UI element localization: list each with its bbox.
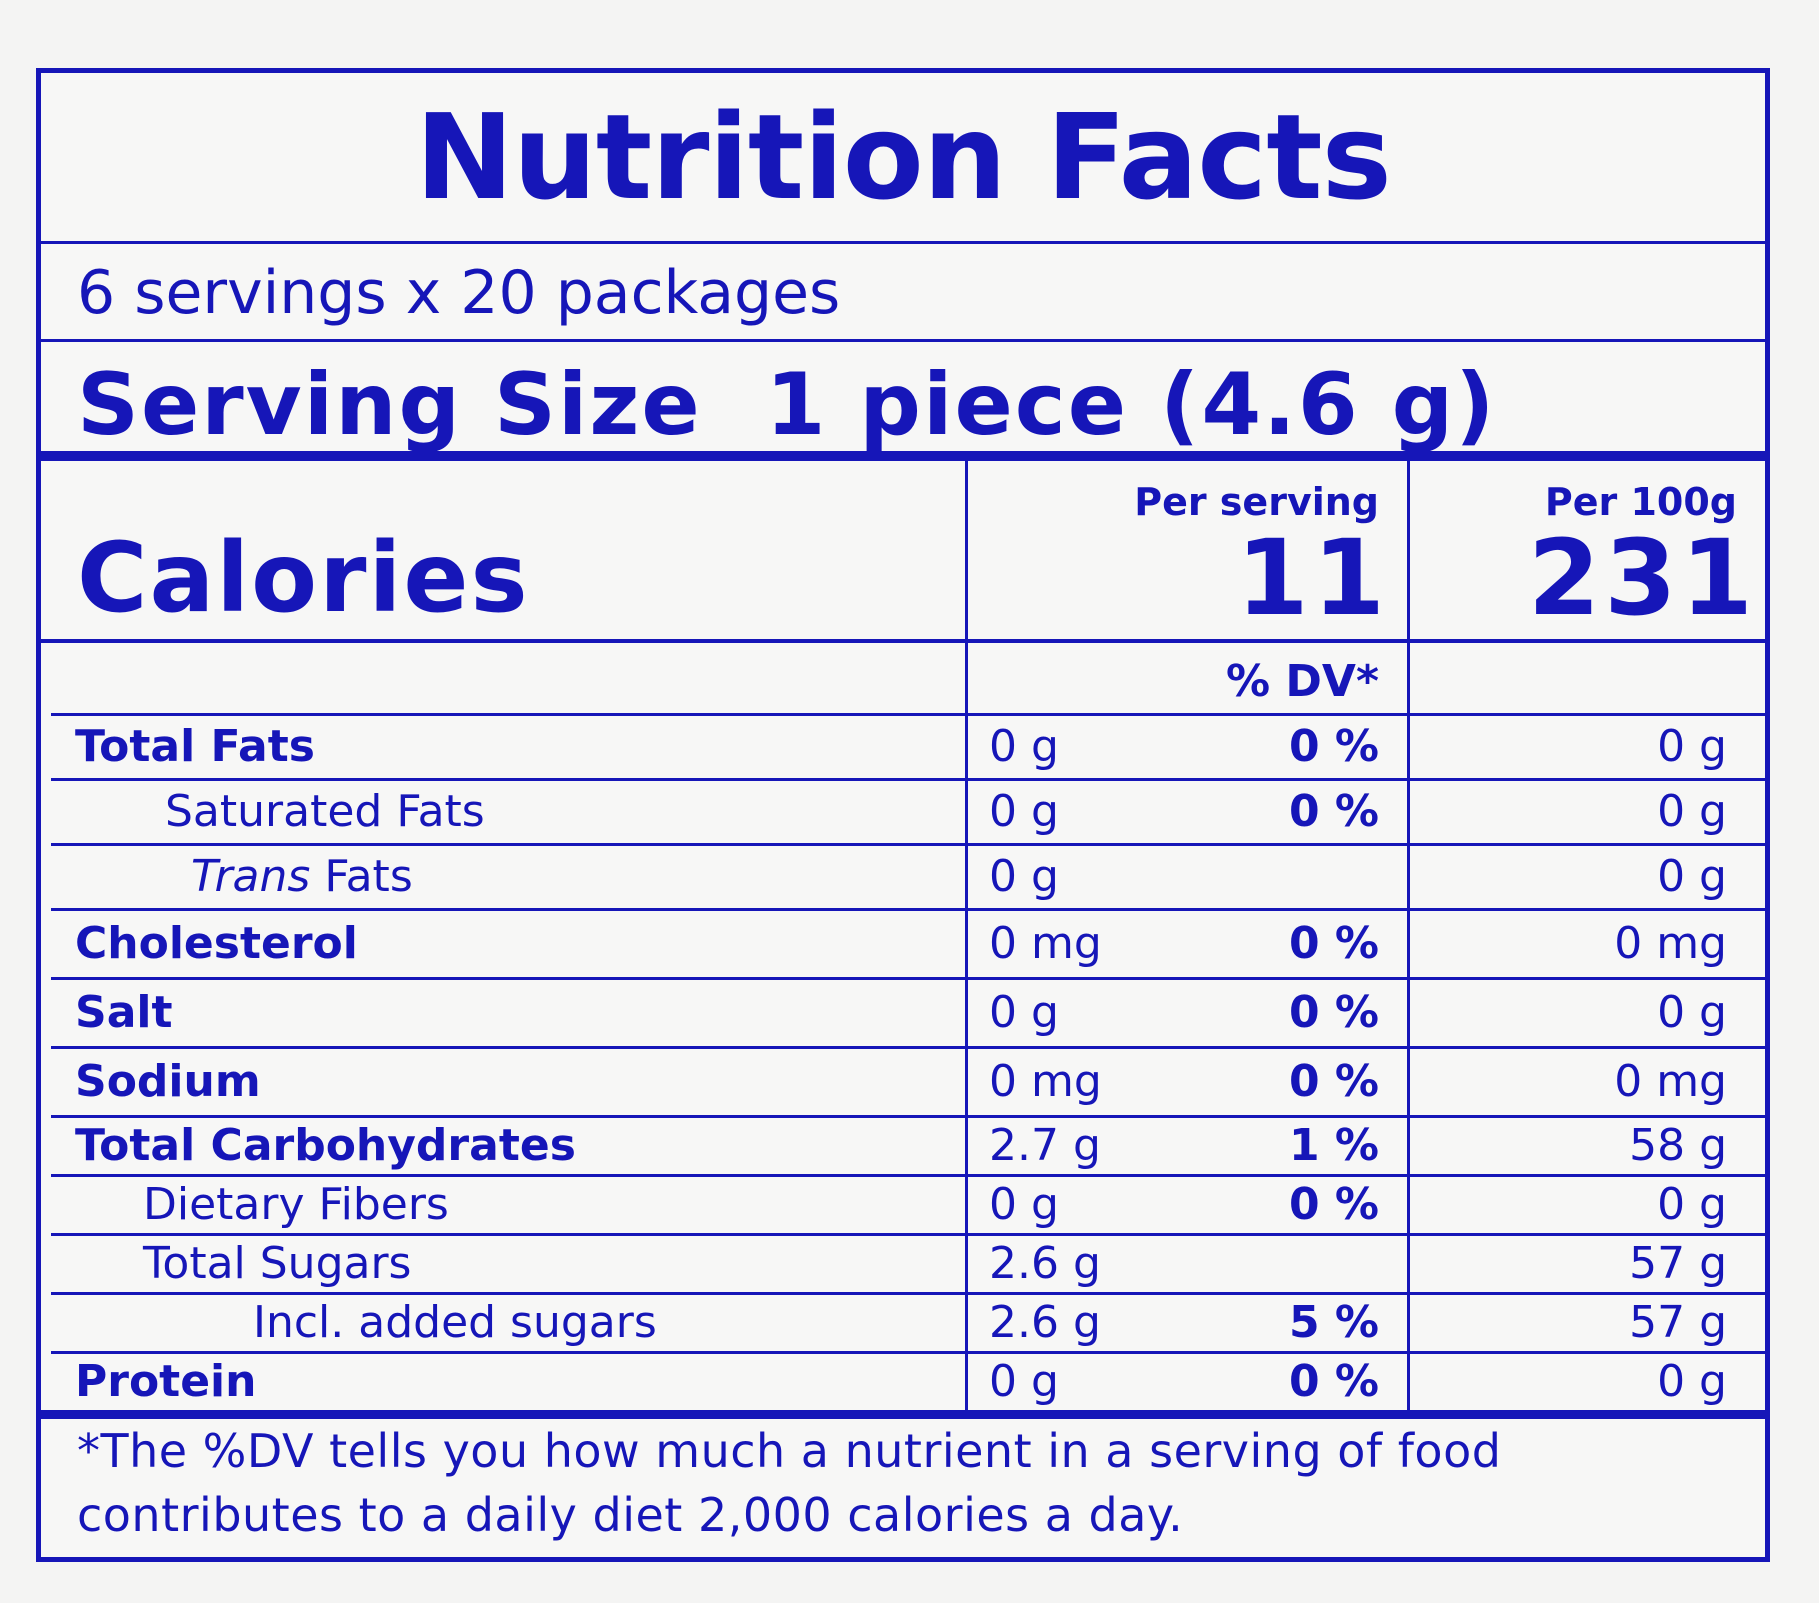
row-divider [51,1046,1765,1049]
nutrition-facts-label: Nutrition Facts 6 servings x 20 packages… [36,68,1770,1562]
nutrient-name: Cholesterol [75,918,358,969]
column-divider-2 [1407,461,1410,1411]
nutrient-amount: 0 mg [989,918,1102,969]
nutrient-dv: 0 % [1288,721,1379,772]
column-divider-1 [965,461,968,1411]
divider-dv-header [51,713,1765,716]
nutrient-amount: 0 g [989,987,1059,1038]
nutrient-row-total-fats: Total Fats 0 g 0 % 0 g [41,716,1765,778]
nutrient-dv: 0 % [1288,987,1379,1038]
nutrient-amount: 0 g [989,786,1059,837]
nutrient-name: Total Carbohydrates [75,1120,576,1171]
serving-size-value: 1 piece (4.6 g) [765,355,1497,455]
nutrient-row-total-carbohydrates: Total Carbohydrates 2.7 g 1 % 58 g [41,1118,1765,1174]
nutrient-row-sodium: Sodium 0 mg 0 % 0 mg [41,1049,1765,1115]
nutrient-name: Dietary Fibers [143,1179,449,1230]
nutrient-amount: 0 g [989,721,1059,772]
nutrient-amount: 2.6 g [989,1297,1101,1348]
nutrient-per100g: 0 g [1657,851,1727,902]
calories-per-100g: 231 [1527,517,1757,639]
calories-label: Calories [77,522,530,634]
nutrient-per100g: 0 mg [1614,1056,1727,1107]
nutrient-name: Sodium [75,1056,261,1107]
nutrient-per100g: 57 g [1629,1297,1727,1348]
nutrient-name: Incl. added sugars [253,1297,657,1348]
nutrient-name: Protein [75,1356,257,1407]
nutrient-row-saturated-fats: Saturated Fats 0 g 0 % 0 g [41,781,1765,843]
divider-title [41,241,1765,244]
nutrient-name: Saturated Fats [165,786,485,837]
nutrient-row-salt: Salt 0 g 0 % 0 g [41,980,1765,1046]
nutrient-dv: 0 % [1288,918,1379,969]
nutrient-per100g: 0 g [1657,1356,1727,1407]
nutrient-dv: 5 % [1288,1297,1379,1348]
per-serving-header: Per serving [1134,480,1379,524]
nutrient-per100g: 0 g [1657,987,1727,1038]
serving-size: Serving Size 1 piece (4.6 g) [77,341,1497,469]
nutrient-name-rest: Fats [324,851,413,902]
nutrient-name: Salt [75,987,173,1038]
nutrient-amount: 2.7 g [989,1120,1101,1171]
nutrient-dv: 0 % [1288,786,1379,837]
dv-header: % DV* [1226,656,1379,707]
row-divider [51,1351,1765,1354]
nutrient-amount: 0 mg [989,1056,1102,1107]
label-title: Nutrition Facts [415,88,1392,226]
nutrient-name: Total Sugars [143,1238,412,1289]
nutrient-amount: 0 g [989,1356,1059,1407]
nutrient-dv: 0 % [1288,1356,1379,1407]
nutrient-name-italic: Trans [191,851,311,902]
row-divider [51,1115,1765,1118]
serving-size-label: Serving Size [77,355,702,455]
nutrient-row-added-sugars: Incl. added sugars 2.6 g 5 % 57 g [41,1295,1765,1351]
divider-footnote [41,1410,1765,1419]
nutrient-row-protein: Protein 0 g 0 % 0 g [41,1354,1765,1410]
nutrient-per100g: 0 g [1657,1179,1727,1230]
nutrient-row-dietary-fibers: Dietary Fibers 0 g 0 % 0 g [41,1177,1765,1233]
nutrient-dv: 0 % [1288,1056,1379,1107]
calories-per-serving: 11 [1236,517,1389,639]
row-divider [51,1233,1765,1236]
nutrient-amount: 0 g [989,851,1059,902]
nutrient-per100g: 0 g [1657,786,1727,837]
nutrient-dv: 1 % [1288,1120,1379,1171]
row-divider [51,1174,1765,1177]
nutrient-name: Total Fats [75,721,315,772]
nutrient-name: Trans Fats [191,846,413,908]
divider-serving-size [41,451,1765,461]
nutrient-row-cholesterol: Cholesterol 0 mg 0 % 0 mg [41,911,1765,977]
dv-footnote: *The %DV tells you how much a nutrient i… [77,1424,1502,1542]
nutrient-per100g: 0 g [1657,721,1727,772]
nutrient-per100g: 58 g [1629,1120,1727,1171]
row-divider [51,908,1765,911]
divider-servings [41,339,1765,342]
nutrient-dv: 0 % [1288,1179,1379,1230]
nutrient-per100g: 57 g [1629,1238,1727,1289]
nutrient-row-trans-fats: Trans Fats 0 g 0 g [41,846,1765,908]
nutrient-amount: 0 g [989,1179,1059,1230]
per-100g-header: Per 100g [1544,480,1737,524]
nutrient-row-total-sugars: Total Sugars 2.6 g 57 g [41,1236,1765,1292]
nutrient-amount: 2.6 g [989,1238,1101,1289]
row-divider [51,977,1765,980]
nutrient-per100g: 0 mg [1614,918,1727,969]
row-divider [51,778,1765,781]
row-divider [51,1292,1765,1295]
servings-per-container: 6 servings x 20 packages [77,258,841,328]
row-divider [51,843,1765,846]
divider-calories [41,639,1765,643]
